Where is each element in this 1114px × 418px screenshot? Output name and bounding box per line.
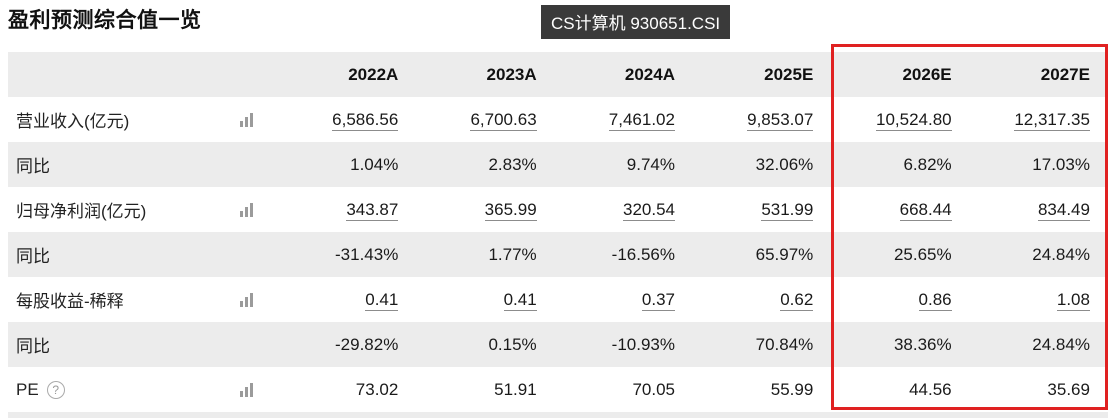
cell-value: 44.56 (909, 379, 952, 399)
cell-value[interactable]: 0.41 (365, 289, 399, 311)
row-label: 每股收益-稀释 (16, 292, 124, 311)
column-header-2023a: 2023A (486, 64, 537, 84)
cell-value: -29.82% (335, 334, 399, 354)
help-icon[interactable]: ? (46, 380, 65, 399)
cell-value: 51.91 (494, 379, 537, 399)
forecast-table: 2022A 2023A 2024A 2025E 2026E 2027E 营业收入… (8, 52, 1108, 418)
cell-value[interactable]: 9,853.07 (747, 109, 814, 131)
cell-value[interactable]: 0.37 (641, 289, 675, 311)
row-label: 同比 (16, 337, 50, 356)
cell-value: 6.82% (903, 154, 952, 174)
table-row-revenue-yoy: 同比 1.04% 2.83% 9.74% 32.06% 6.82% 17.03% (8, 142, 1108, 187)
column-header-2025e: 2025E (764, 64, 814, 84)
cell-value: -31.43% (335, 244, 399, 264)
cell-value: 0.15% (488, 334, 537, 354)
cell-value: 70.84% (755, 334, 814, 354)
cell-value: 1.77% (488, 244, 537, 264)
cell-value[interactable]: 10,524.80 (876, 109, 952, 131)
cell-value[interactable]: 1.08 (1056, 289, 1090, 311)
bar-chart-icon[interactable] (240, 112, 253, 127)
cell-value[interactable]: 12,317.35 (1014, 109, 1090, 131)
table-row-net-profit: 归母净利润(亿元) 343.87 365.99 320.54 531.99 66… (8, 187, 1108, 232)
table-row-pe: PE ? 73.02 51.91 70.05 55.99 44.56 35.69 (8, 367, 1108, 412)
cell-value: 2.83% (488, 154, 537, 174)
cell-value: 73.02 (355, 379, 399, 399)
cell-value[interactable]: 668.44 (899, 199, 952, 221)
cell-value: 17.03% (1032, 154, 1090, 174)
cell-value: 70.05 (632, 379, 675, 399)
page-title: 盈利预测综合值一览 (8, 9, 202, 32)
table-header-row: 2022A 2023A 2024A 2025E 2026E 2027E (8, 52, 1108, 97)
row-label: 同比 (16, 157, 50, 176)
column-header-2024a: 2024A (624, 64, 675, 84)
cell-value: -10.93% (611, 334, 675, 354)
cell-value: 24.84% (1032, 244, 1090, 264)
column-header-2026e: 2026E (902, 64, 952, 84)
cell-value[interactable]: 0.62 (780, 289, 814, 311)
cell-value[interactable]: 531.99 (761, 199, 814, 221)
cell-value[interactable]: 0.41 (503, 289, 537, 311)
table-row-eps-yoy: 同比 -29.82% 0.15% -10.93% 70.84% 38.36% 2… (8, 322, 1108, 367)
column-header-2022a: 2022A (348, 64, 399, 84)
cell-value[interactable]: 6,586.56 (332, 109, 399, 131)
table-row-eps-diluted: 每股收益-稀释 0.41 0.41 0.37 0.62 0.86 1.08 (8, 277, 1108, 322)
cell-value: 24.84% (1032, 334, 1090, 354)
row-label: 归母净利润(亿元) (16, 202, 147, 221)
table-row-net-profit-yoy: 同比 -31.43% 1.77% -16.56% 65.97% 25.65% 2… (8, 232, 1108, 277)
bar-chart-icon[interactable] (240, 292, 253, 307)
cell-value: 38.36% (893, 334, 952, 354)
cell-value: 32.06% (755, 154, 814, 174)
cell-value[interactable]: 365.99 (484, 199, 537, 221)
cell-value: 35.69 (1047, 379, 1090, 399)
table-row-partial (8, 412, 1108, 418)
cell-value[interactable]: 6,700.63 (470, 109, 537, 131)
cell-value: 25.65% (893, 244, 952, 264)
cell-value: 55.99 (770, 379, 814, 399)
row-label: PE (16, 379, 39, 399)
cell-value: -16.56% (611, 244, 675, 264)
cell-value[interactable]: 7,461.02 (608, 109, 675, 131)
cell-value[interactable]: 0.86 (918, 289, 952, 311)
cell-value: 65.97% (755, 244, 814, 264)
column-header-2027e: 2027E (1040, 64, 1090, 84)
cell-value[interactable]: 320.54 (622, 199, 675, 221)
cell-value: 1.04% (350, 154, 399, 174)
row-label: 营业收入(亿元) (16, 112, 130, 131)
bar-chart-icon[interactable] (240, 382, 253, 397)
bar-chart-icon[interactable] (240, 202, 253, 217)
cell-value[interactable]: 834.49 (1037, 199, 1090, 221)
index-badge: CS计算机 930651.CSI (541, 5, 731, 39)
row-label: 同比 (16, 247, 50, 266)
cell-value[interactable]: 343.87 (346, 199, 399, 221)
table-row-revenue: 营业收入(亿元) 6,586.56 6,700.63 7,461.02 9,85… (8, 97, 1108, 142)
cell-value: 9.74% (626, 154, 675, 174)
